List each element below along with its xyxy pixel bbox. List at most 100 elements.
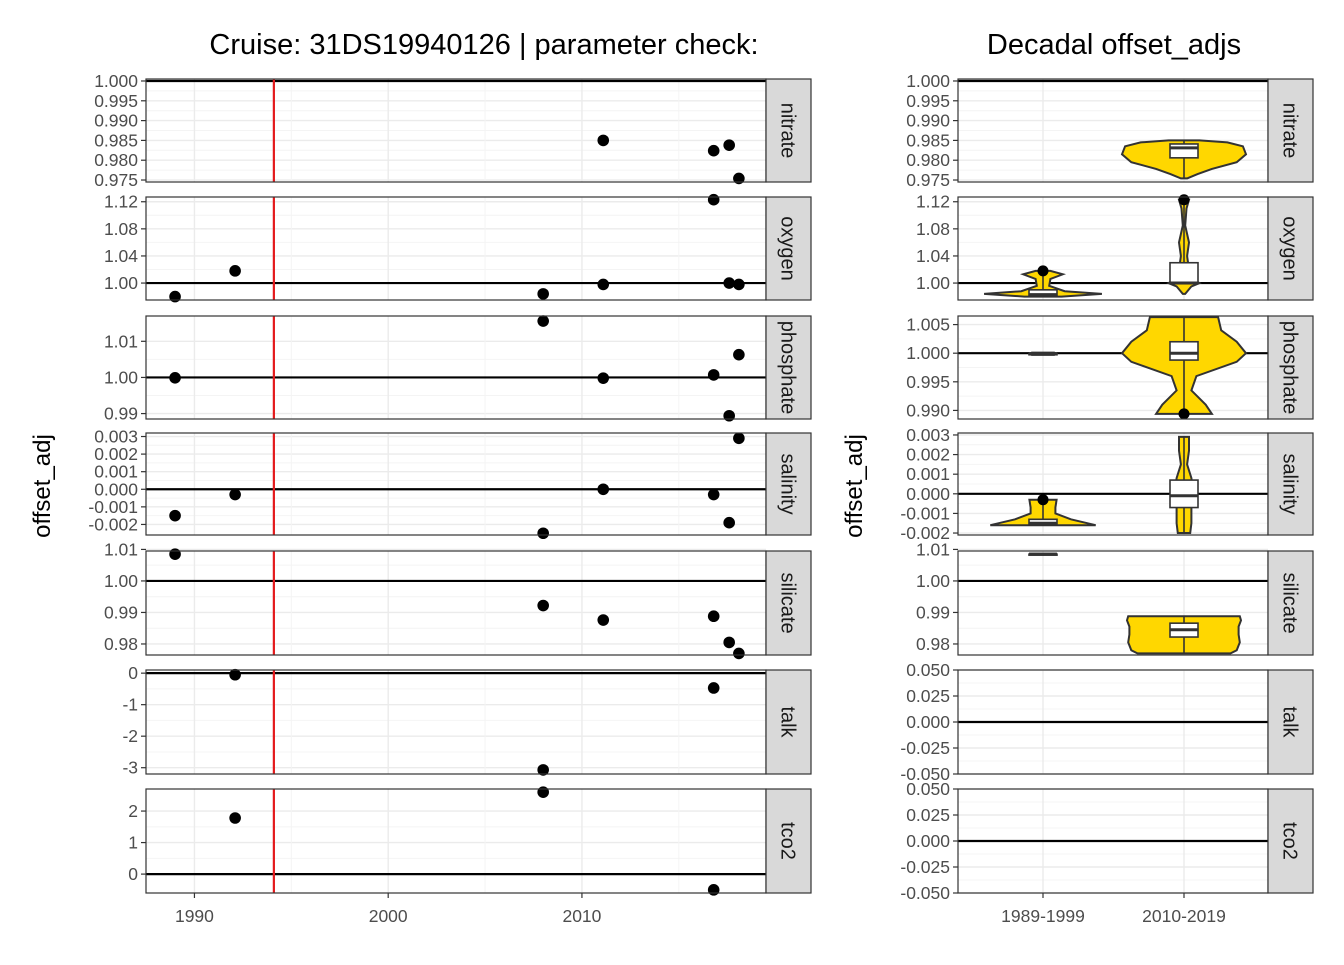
- right-facet-strip-label: nitrate: [1279, 103, 1301, 159]
- scatter-point: [229, 265, 241, 277]
- left-y-tick-label: 1.00: [104, 571, 138, 591]
- left-y-tick-label: 2: [128, 801, 138, 821]
- right-facet-strip-label: oxygen: [1279, 216, 1301, 281]
- box-iqr: [1169, 261, 1199, 285]
- right-y-tick-label: -0.050: [900, 764, 950, 784]
- scatter-point: [169, 290, 181, 303]
- left-y-tick-label: 1.04: [104, 246, 138, 266]
- left-facet-strip-label: phosphate: [777, 321, 799, 414]
- left-y-tick-label: 1.00: [104, 273, 138, 293]
- left-y-tick-label: 0: [128, 663, 138, 683]
- scatter-point: [597, 372, 610, 384]
- box-iqr: [1169, 479, 1199, 509]
- box-outlier-point: [1037, 265, 1049, 277]
- right-facet-strip-label: salinity: [1279, 453, 1301, 514]
- left-y-tick-label: 0.98: [104, 634, 138, 654]
- left-y-tick-label: 0.99: [104, 404, 138, 424]
- right-facet-oxygen: 1.12 1.08 1.04 1.00 oxygen: [916, 192, 1314, 301]
- right-facet-strip: [1267, 78, 1314, 183]
- left-y-tick-label: 0.995: [94, 91, 138, 111]
- right-y-tick-label: -0.002: [900, 523, 950, 543]
- right-y-tick-label: -0.001: [900, 503, 950, 523]
- right-y-tick-label: 0.025: [906, 805, 950, 825]
- right-y-tick-label: -0.050: [900, 883, 950, 903]
- left-facet-strip-label: tco2: [777, 822, 799, 860]
- right-y-tick-label: 0.050: [906, 660, 950, 680]
- right-facet-strip-label: talk: [1279, 706, 1301, 738]
- right-panel-background: [958, 197, 1268, 300]
- left-x-tick-label: 1990: [175, 906, 214, 926]
- right-y-tick-label: 0.000: [906, 712, 950, 732]
- right-y-tick-label: 0.995: [906, 372, 950, 392]
- left-facet-tco2: 2 1 0 tco2: [128, 786, 812, 896]
- left-y-tick-label: 0.980: [94, 150, 138, 170]
- left-y-tick-label: 1.12: [104, 192, 138, 212]
- right-y-tick-label: 1.005: [906, 315, 950, 335]
- left-y-tick-label: -3: [122, 758, 138, 778]
- right-y-tick-label: 1.000: [906, 71, 950, 91]
- right-y-tick-label: 0.98: [916, 634, 950, 654]
- scatter-point: [169, 548, 181, 560]
- right-y-tick-label: 1.12: [916, 192, 950, 212]
- right-facet-strip-label: silicate: [1279, 572, 1301, 633]
- left-y-tick-label: 1: [128, 833, 138, 853]
- left-y-tick-label: 0.002: [94, 444, 138, 464]
- right-facet-strip: [1267, 669, 1314, 775]
- left-facet-silicate: 1.01 1.00 0.99 0.98 silicate: [104, 539, 812, 660]
- scatter-point: [597, 483, 610, 496]
- scatter-point: [733, 647, 745, 660]
- right-facet-talk: 0.050 0.025 0.000 -0.025 -0.050 talk: [900, 660, 1314, 784]
- right-facet-strip: [1267, 196, 1314, 301]
- scatter-point: [707, 610, 720, 623]
- left-y-tick-label: -2: [122, 726, 138, 746]
- right-y-tick-label: 0.990: [906, 400, 950, 420]
- right-y-tick-label: 1.00: [916, 273, 950, 293]
- left-y-tick-label: 0.001: [94, 462, 138, 482]
- left-y-tick-label: -0.002: [88, 514, 138, 534]
- scatter-point: [169, 509, 181, 522]
- right-x-tick-label: 2010-2019: [1142, 906, 1226, 926]
- left-facet-strip-label: talk: [777, 706, 799, 738]
- scatter-point: [723, 409, 735, 422]
- right-x-tick-label: 1989-1999: [1001, 906, 1085, 926]
- left-facet-phosphate: 1.01 1.00 0.99 phosphate: [104, 315, 812, 424]
- right-y-tick-label: 0.980: [906, 150, 950, 170]
- right-y-tick-label: 1.04: [916, 246, 950, 266]
- right-y-tick-label: 1.01: [916, 539, 950, 559]
- right-violin-plot: 1.0000.9950.9900.9850.9800.975nitrate1.1…: [900, 71, 1314, 926]
- left-scatter-plot: 1.0000.9950.9900.9850.9800.975nitrate1.1…: [88, 71, 812, 926]
- scatter-point: [537, 764, 549, 776]
- box-iqr: [1169, 340, 1199, 361]
- scatter-point: [733, 432, 745, 445]
- right-facet-silicate: 1.01 1.00 0.99 0.98 silicate: [916, 539, 1314, 656]
- scatter-point: [537, 786, 549, 798]
- right-y-tick-label: -0.025: [900, 857, 950, 877]
- scatter-point: [169, 372, 181, 384]
- right-y-tick-label: 0.000: [906, 831, 950, 851]
- left-facet-strip: [765, 550, 812, 656]
- left-y-tick-label: -0.001: [88, 497, 138, 517]
- left-panel-background: [146, 316, 766, 419]
- right-y-axis-title: offset_adj: [841, 434, 868, 538]
- right-y-tick-label: 0.003: [906, 425, 950, 445]
- left-y-tick-label: 0.99: [104, 602, 138, 622]
- left-facet-strip-label: salinity: [777, 453, 799, 514]
- left-panel-background: [146, 197, 766, 300]
- box-iqr: [1169, 143, 1199, 159]
- scatter-point: [537, 288, 549, 300]
- scatter-point: [723, 516, 735, 529]
- scatter-point: [733, 172, 745, 185]
- scatter-point: [537, 315, 549, 327]
- scatter-point: [597, 134, 610, 147]
- left-facet-strip: [765, 196, 812, 301]
- scatter-point: [707, 488, 720, 501]
- left-facet-strip: [765, 669, 812, 775]
- left-y-axis-title: offset_adj: [29, 434, 56, 538]
- left-panel-background: [146, 789, 766, 893]
- scatter-point: [229, 668, 241, 681]
- right-facet-tco2: 0.050 0.025 0.000 -0.025 -0.050 tco2: [900, 779, 1314, 903]
- scatter-point: [537, 599, 549, 612]
